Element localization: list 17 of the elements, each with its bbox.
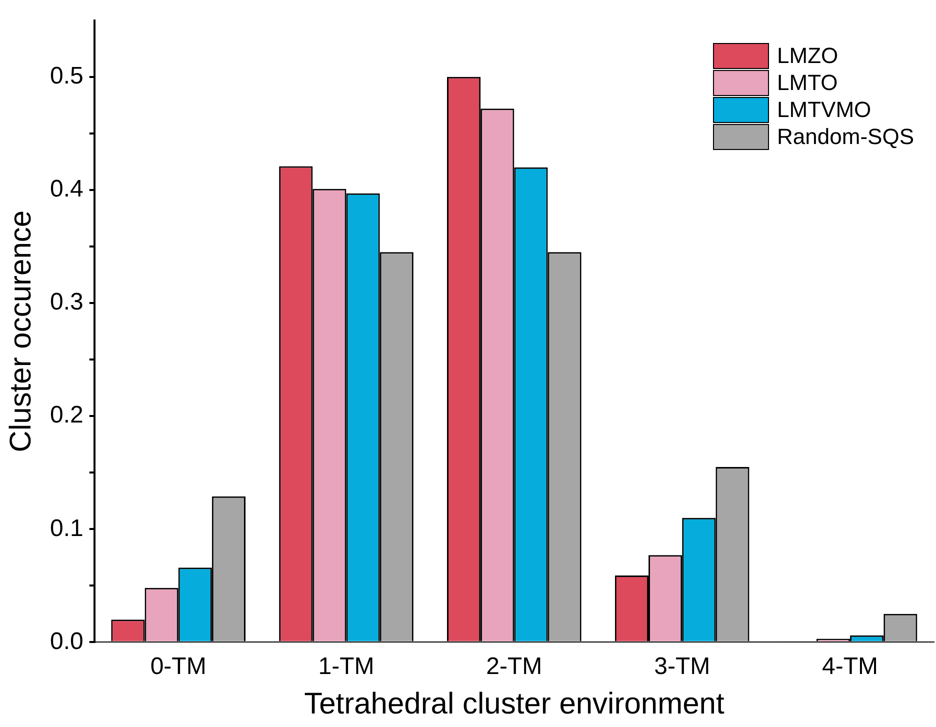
- legend-label: LMTVMO: [777, 96, 872, 123]
- x-tick-label: 3-TM: [654, 653, 710, 680]
- x-tick-label: 1-TM: [318, 653, 374, 680]
- y-tick-label: 0.0: [50, 628, 84, 655]
- legend-label: Random-SQS: [777, 124, 914, 150]
- legend-label: LMZO: [777, 42, 838, 69]
- y-tick-label: 0.1: [50, 514, 84, 542]
- legend-label: LMTO: [777, 70, 838, 96]
- y-tick-label: 0.5: [50, 62, 84, 90]
- x-tick-label: 2-TM: [486, 653, 542, 680]
- x-tick-label: 0-TM: [150, 653, 206, 680]
- y-tick-label: 0.2: [50, 402, 84, 429]
- x-tick-label: 4-TM: [822, 653, 878, 680]
- y-tick-label: 0.3: [50, 288, 84, 316]
- x-axis-title: Tetrahedral cluster environment: [304, 687, 725, 720]
- y-tick-label: 0.4: [50, 176, 84, 203]
- y-axis-title: Cluster occurence: [4, 210, 38, 452]
